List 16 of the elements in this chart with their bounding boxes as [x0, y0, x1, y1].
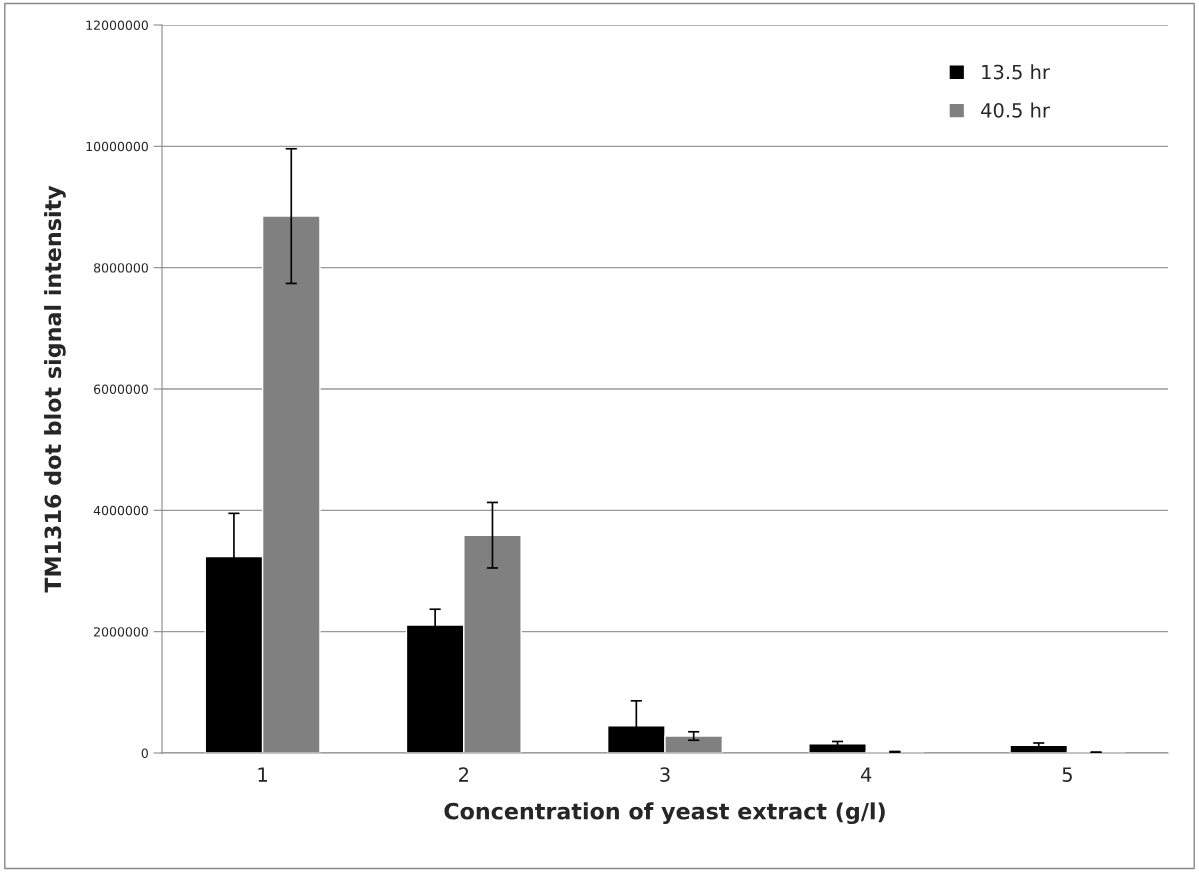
y-tick-label: 6000000	[94, 384, 148, 394]
y-tick-label: 4000000	[93, 505, 148, 516]
y-tick-label: 12000000	[86, 20, 148, 30]
y-axis-title: TM1316 dot blot signal intensity	[44, 185, 66, 593]
y-tick-label: 8000000	[93, 263, 148, 273]
x-tick-label: 1	[258, 767, 267, 782]
legend-label: 13.5 hr	[982, 64, 1050, 80]
x-tick-label: 5	[1062, 767, 1072, 782]
x-tick-label: 3	[660, 767, 670, 782]
x-tick-label: 2	[459, 767, 469, 782]
legend-label: 40.5 hr	[981, 102, 1050, 118]
x-tick-label: 4	[860, 767, 872, 782]
y-tick-label: 2000000	[94, 627, 148, 637]
y-tick-label: 10000000	[86, 141, 148, 152]
y-tick-label: 0	[141, 748, 148, 758]
x-axis-title: Concentration of yeast extract (g/l)	[444, 802, 885, 825]
